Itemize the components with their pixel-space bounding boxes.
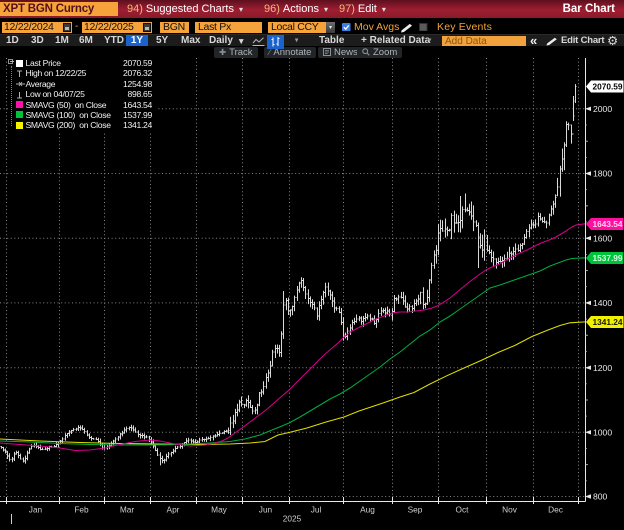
- svg-text:1000: 1000: [593, 427, 612, 437]
- svg-text:Jun: Jun: [259, 505, 273, 515]
- svg-text:1341.24: 1341.24: [593, 317, 623, 327]
- svg-text:Mar: Mar: [120, 505, 135, 515]
- svg-text:2070.59: 2070.59: [593, 82, 623, 92]
- svg-text:800: 800: [593, 492, 608, 502]
- svg-text:Nov: Nov: [502, 505, 518, 515]
- svg-text:Jan: Jan: [29, 505, 43, 515]
- svg-text:1400: 1400: [593, 298, 612, 308]
- svg-text:Oct: Oct: [456, 505, 470, 515]
- svg-text:1200: 1200: [593, 363, 612, 373]
- svg-text:Aug: Aug: [360, 505, 375, 515]
- svg-text:Jul: Jul: [311, 505, 322, 515]
- svg-text:Sep: Sep: [408, 505, 423, 515]
- svg-text:1643.54: 1643.54: [593, 219, 623, 229]
- svg-text:1537.99: 1537.99: [593, 253, 623, 263]
- svg-text:May: May: [211, 505, 228, 515]
- svg-text:1600: 1600: [593, 233, 612, 243]
- svg-text:Feb: Feb: [74, 505, 89, 515]
- svg-text:Dec: Dec: [548, 505, 563, 515]
- svg-text:1800: 1800: [593, 169, 612, 179]
- svg-text:Apr: Apr: [167, 505, 180, 515]
- svg-text:2000: 2000: [593, 104, 612, 114]
- svg-text:2025: 2025: [283, 514, 302, 524]
